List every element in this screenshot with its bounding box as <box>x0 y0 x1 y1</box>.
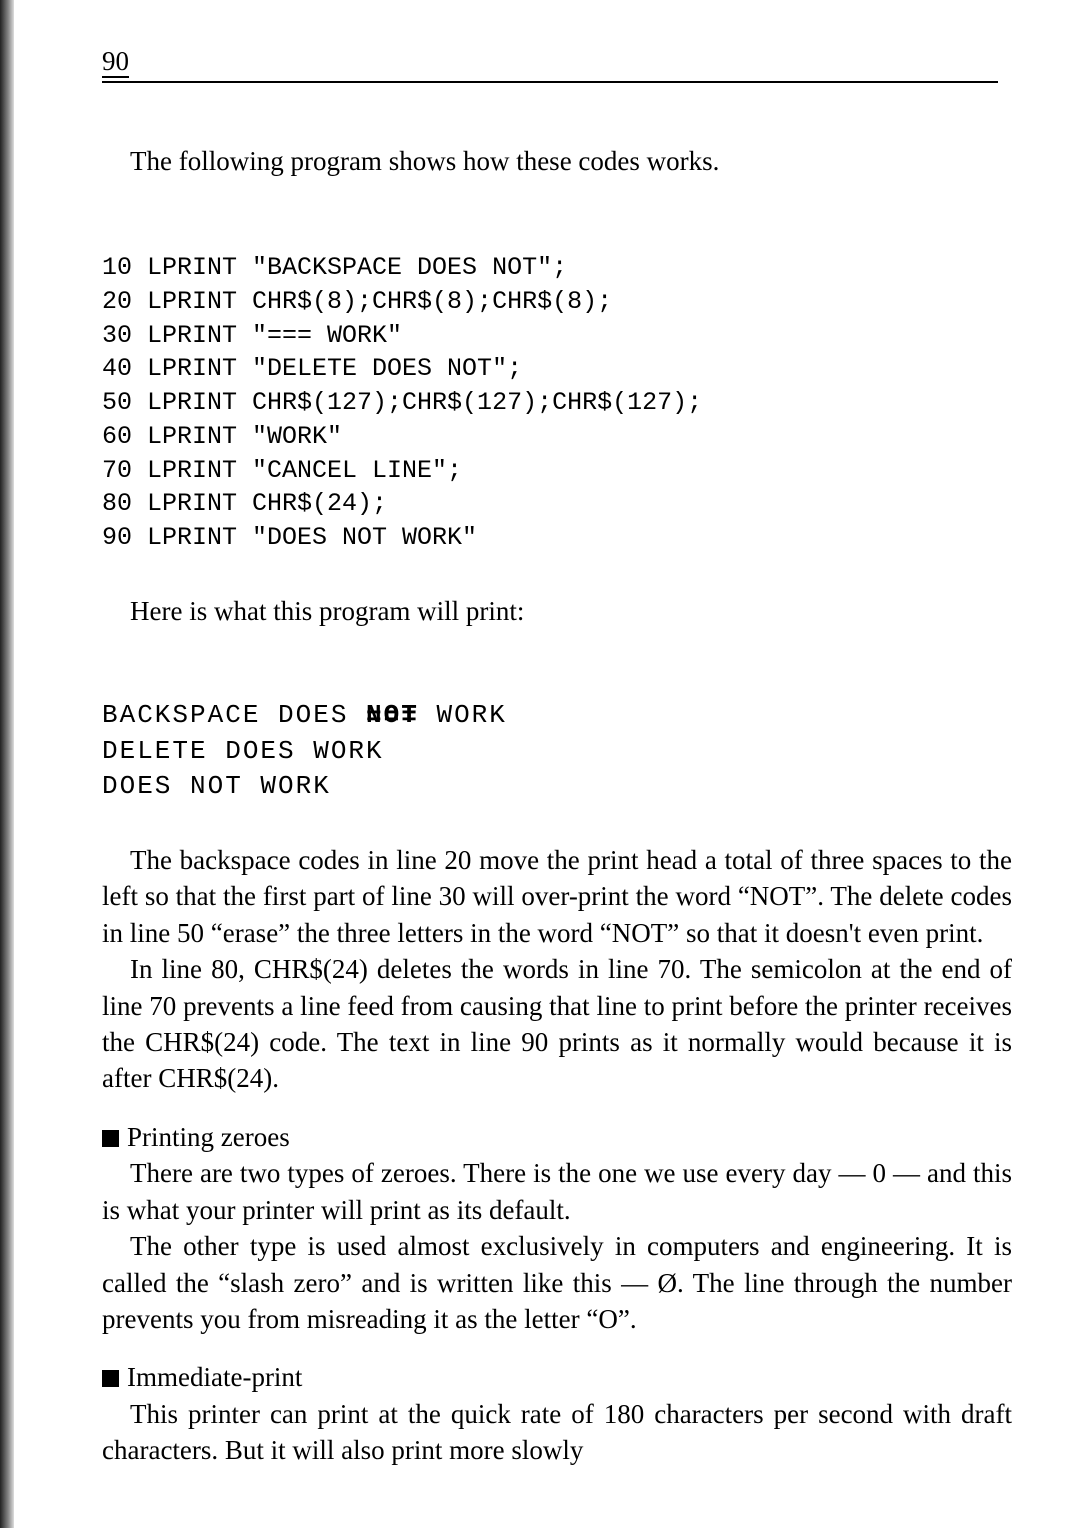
code-line: 60 LPRINT "WORK" <box>102 422 342 451</box>
output-line-3: DOES NOT WORK <box>102 771 331 801</box>
immediate-para-1: This printer can print at the quick rate… <box>102 1396 1012 1469</box>
code-line: 80 LPRINT CHR$(24); <box>102 489 387 518</box>
intro-paragraph: The following program shows how these co… <box>102 143 1012 179</box>
code-line: 70 LPRINT "CANCEL LINE"; <box>102 456 462 485</box>
code-listing: 10 LPRINT "BACKSPACE DOES NOT"; 20 LPRIN… <box>102 217 1012 555</box>
code-line: 50 LPRINT CHR$(127);CHR$(127);CHR$(127); <box>102 388 702 417</box>
output-line-2: DELETE DOES WORK <box>102 736 384 766</box>
zeroes-para-2: The other type is used almost exclusivel… <box>102 1228 1012 1337</box>
page-binding <box>0 0 14 1528</box>
zeroes-para-1: There are two types of zeroes. There is … <box>102 1155 1012 1228</box>
square-bullet-icon <box>102 1130 119 1147</box>
strikethrough-not: NOT <box>366 700 419 730</box>
code-line: 40 LPRINT "DELETE DOES NOT"; <box>102 354 522 383</box>
section-immediate-print: Immediate-print <box>102 1359 1012 1395</box>
code-line: 90 LPRINT "DOES NOT WORK" <box>102 523 477 552</box>
output-line-1: BACKSPACE DOES NOT WORK <box>102 700 507 730</box>
code-line: 20 LPRINT CHR$(8);CHR$(8);CHR$(8); <box>102 287 612 316</box>
body-para-1: The backspace codes in line 20 move the … <box>102 842 1012 951</box>
page-number: 90 <box>102 46 129 76</box>
code-line: 30 LPRINT "=== WORK" <box>102 321 402 350</box>
section-printing-zeroes: Printing zeroes <box>102 1119 1012 1155</box>
code-line: 10 LPRINT "BACKSPACE DOES NOT"; <box>102 253 567 282</box>
page-number-rule: 90 <box>102 46 998 83</box>
output-intro: Here is what this program will print: <box>102 593 1012 629</box>
square-bullet-icon <box>102 1370 119 1387</box>
output-listing: BACKSPACE DOES NOT WORK DELETE DOES WORK… <box>102 663 1012 803</box>
body-para-2: In line 80, CHR$(24) deletes the words i… <box>102 951 1012 1097</box>
